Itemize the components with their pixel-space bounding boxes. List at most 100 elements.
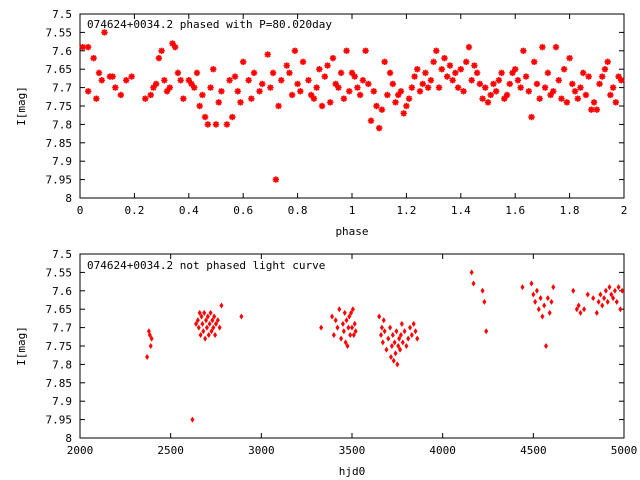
data-point-core [328,100,333,105]
x-tick-label: 3500 [339,444,366,457]
chart-2-y-axis-label: I[mag] [15,326,28,366]
y-tick-label: 7.5 [52,248,72,261]
data-point [196,324,201,331]
data-point-core [589,107,594,112]
data-point-core [437,85,441,90]
data-point-core [404,104,409,108]
data-point-core [415,67,420,71]
y-tick-label: 7.75 [46,100,73,113]
data-point [194,320,199,327]
x-tick-label: 0.8 [288,204,308,217]
data-point-core [461,89,466,94]
data-point-core [235,89,240,94]
data-point-core [559,96,564,101]
data-point [415,335,420,342]
data-point-core [434,49,439,53]
chart-2: 2000 2500 3000 3500 4000 4500 5000 7.5 7.55 7.6 7.… [15,248,637,478]
data-point [594,309,599,316]
data-point-core [605,60,610,64]
data-point-core [494,89,498,94]
data-point-core [562,67,566,71]
data-point-core [268,85,273,90]
chart-1-y-axis-label: I[mag] [15,86,28,126]
data-point-core [249,96,254,101]
data-point-core [211,67,216,71]
data-point-core [342,96,346,101]
data-point [540,313,545,320]
data-point-core [543,85,547,90]
data-point-core [586,74,591,79]
data-point [398,331,403,338]
data-point [612,287,617,294]
data-point [211,324,216,331]
data-point [406,335,411,342]
chart-2-ticks: 2000 2500 3000 3500 4000 4500 5000 7.5 7.55 7.6 7.… [46,248,638,457]
data-point [343,339,348,346]
data-point [571,287,576,294]
x-tick-label: 5000 [611,444,638,457]
data-point-core [556,78,561,83]
data-point [404,343,409,349]
data-point-core [505,93,509,97]
data-point-core [358,93,362,97]
data-point [340,320,345,327]
data-point-core [241,60,245,64]
chart-2-markers [145,269,625,423]
data-point-core [581,71,585,75]
data-point [190,416,195,423]
data-point [388,324,393,331]
data-point [603,287,608,294]
data-point-core [99,78,104,83]
data-point-core [325,63,330,68]
data-point-core [554,45,558,49]
y-tick-label: 8 [65,432,72,445]
data-point-core [410,85,414,90]
data-point-core [312,96,316,101]
data-point [469,269,474,276]
data-point-core [86,45,90,49]
data-point-core [377,126,382,130]
data-point-core [181,96,186,101]
y-tick-label: 7.5 [52,8,72,21]
data-point-core [486,100,490,105]
data-point [607,284,612,291]
data-point [480,287,485,294]
data-point-core [469,78,474,83]
y-tick-label: 7.6 [52,285,72,298]
data-point-core [546,71,550,75]
data-point-core [521,49,526,53]
data-point [602,295,607,302]
data-point-core [475,71,479,75]
data-point-core [252,71,256,75]
data-point-core [540,45,545,49]
data-point-core [608,93,613,97]
data-point [348,331,353,338]
data-point-core [284,63,289,68]
data-point [344,317,349,324]
data-point [386,335,391,342]
data-point-core [374,104,379,108]
data-point-core [301,60,305,64]
data-point [149,335,154,342]
data-point [346,324,351,331]
data-point-core [499,71,504,75]
data-point [549,298,554,305]
data-point-core [219,89,224,94]
y-tick-label: 8 [65,192,72,205]
chart-1-x-axis-label: phase [335,225,368,238]
data-point-core [366,82,371,86]
data-point-core [592,100,596,105]
data-point-core [336,85,341,90]
data-point-core [154,82,158,86]
data-point [616,284,621,291]
data-point-core [524,74,528,79]
data-point [206,331,211,338]
data-point [598,291,603,298]
data-point-core [159,49,164,53]
data-point-core [442,56,447,60]
data-point-core [407,96,411,101]
x-tick-label: 1 [349,204,356,217]
data-point [394,328,399,335]
x-tick-label: 2500 [157,444,184,457]
